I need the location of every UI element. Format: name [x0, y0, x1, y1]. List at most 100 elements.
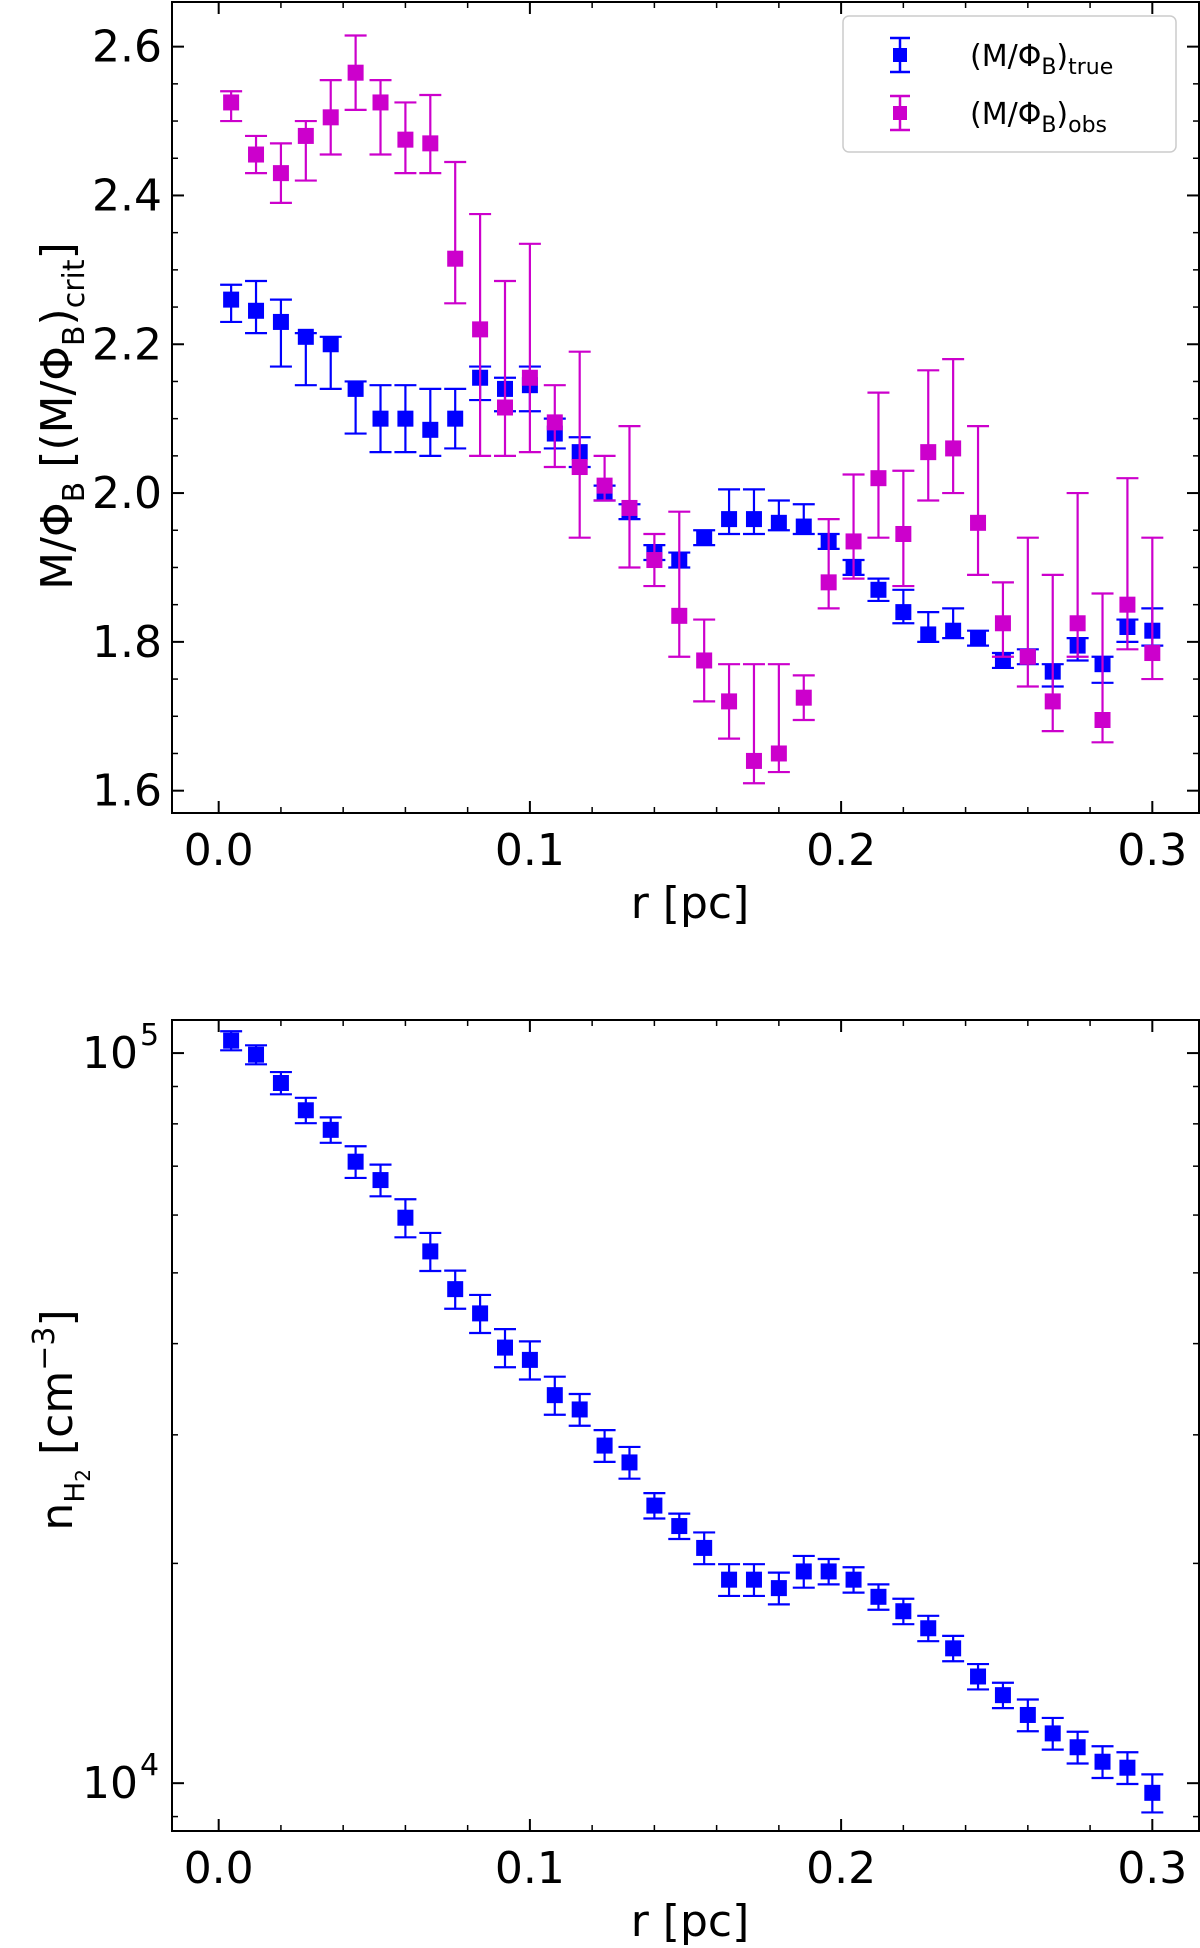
data-point — [718, 488, 741, 536]
marker — [895, 604, 912, 621]
data-point — [842, 1566, 865, 1594]
data-point — [917, 1614, 940, 1643]
data-point — [543, 1375, 566, 1416]
data-point — [444, 387, 467, 450]
data-point — [568, 1392, 591, 1427]
data-point — [1066, 491, 1089, 658]
marker — [223, 291, 240, 308]
data-point — [269, 142, 292, 204]
data-point — [1116, 477, 1139, 651]
y-tick-label: 1.8 — [92, 617, 162, 668]
marker — [372, 410, 389, 427]
data-point — [369, 384, 392, 454]
legend-entry-true: (M/ΦB)true — [890, 36, 1113, 80]
marker — [895, 525, 912, 542]
data-point — [419, 387, 442, 457]
marker — [696, 1539, 713, 1556]
marker — [272, 313, 289, 330]
data-point — [643, 1492, 666, 1520]
marker — [546, 1387, 563, 1404]
data-point — [220, 1030, 243, 1052]
marker — [696, 529, 713, 546]
y-tick-label: 2.4 — [92, 170, 162, 221]
x-tick-label: 0.2 — [806, 825, 876, 876]
data-point — [444, 160, 467, 305]
data-point — [1116, 1751, 1139, 1786]
y-tick-label: 2.6 — [92, 22, 162, 73]
data-point — [419, 1231, 442, 1273]
marker — [571, 1401, 588, 1418]
data-point — [767, 663, 790, 774]
marker — [920, 626, 937, 643]
marker — [447, 410, 464, 427]
marker — [770, 514, 787, 531]
marker — [845, 533, 862, 550]
marker — [223, 1032, 240, 1049]
marker — [272, 1074, 289, 1091]
data-point — [742, 663, 765, 785]
data-point — [543, 384, 566, 469]
marker — [447, 250, 464, 267]
marker — [721, 511, 738, 528]
series — [220, 34, 1164, 785]
data-point — [245, 134, 268, 175]
data-point — [693, 1531, 716, 1566]
marker — [945, 440, 962, 457]
data-point — [319, 335, 342, 390]
y-tick-label: 2.0 — [92, 468, 162, 519]
data-point — [867, 1583, 890, 1611]
marker — [745, 1571, 762, 1588]
marker — [223, 94, 240, 111]
data-point — [867, 577, 890, 603]
data-point — [842, 473, 865, 580]
data-point — [220, 283, 243, 324]
data-point — [742, 488, 765, 536]
bottom-x-axis: 0.0 0.1 0.2 0.3 — [184, 1020, 1187, 1894]
data-point — [742, 1563, 765, 1598]
marker — [347, 64, 364, 81]
top-data — [220, 34, 1164, 785]
marker — [1119, 596, 1136, 613]
data-point — [967, 629, 990, 647]
data-point — [792, 674, 815, 722]
marker — [422, 1243, 439, 1260]
data-point — [1066, 1730, 1089, 1765]
marker — [472, 321, 489, 338]
data-point — [967, 1662, 990, 1691]
x-tick-label: 0.0 — [184, 825, 254, 876]
marker — [970, 630, 987, 647]
marker — [795, 689, 812, 706]
bottom-plot-frame — [171, 1019, 1200, 1832]
y-tick-exponent: 5 — [140, 1018, 159, 1053]
data-point — [693, 529, 716, 547]
top-x-axis: 0.0 0.1 0.2 0.3 — [184, 2, 1187, 876]
marker — [322, 336, 339, 353]
x-tick-label: 0.0 — [184, 1843, 254, 1894]
marker — [820, 574, 837, 591]
marker — [472, 1305, 489, 1322]
marker — [372, 1172, 389, 1189]
data-point — [444, 1269, 467, 1310]
data-point — [518, 1340, 541, 1381]
top-y-axis-label: M/ΦB [(M/ΦB)crit] — [32, 242, 92, 590]
y-tick-label: 2.2 — [92, 319, 162, 370]
top-panel: 0.0 0.1 0.2 0.3 1.6 1.8 2.0 2.2 2.4 2.6 r [pc] M… — [32, 1, 1200, 929]
marker — [1144, 1784, 1161, 1801]
marker — [945, 622, 962, 639]
marker — [272, 165, 289, 182]
data-point — [1016, 536, 1039, 688]
legend-label-obs: (M/ΦB)obs — [970, 97, 1107, 138]
marker — [596, 477, 613, 494]
marker — [1019, 648, 1036, 665]
marker — [496, 399, 513, 416]
data-point — [867, 391, 890, 539]
data-point — [369, 79, 392, 156]
data-point — [1041, 1716, 1064, 1751]
data-point — [767, 499, 790, 532]
data-point — [942, 607, 965, 640]
bottom-y-axis-label: nH2 [cm−3] — [27, 1309, 95, 1530]
marker — [994, 1687, 1011, 1704]
marker — [248, 146, 265, 163]
data-point — [618, 1445, 641, 1480]
